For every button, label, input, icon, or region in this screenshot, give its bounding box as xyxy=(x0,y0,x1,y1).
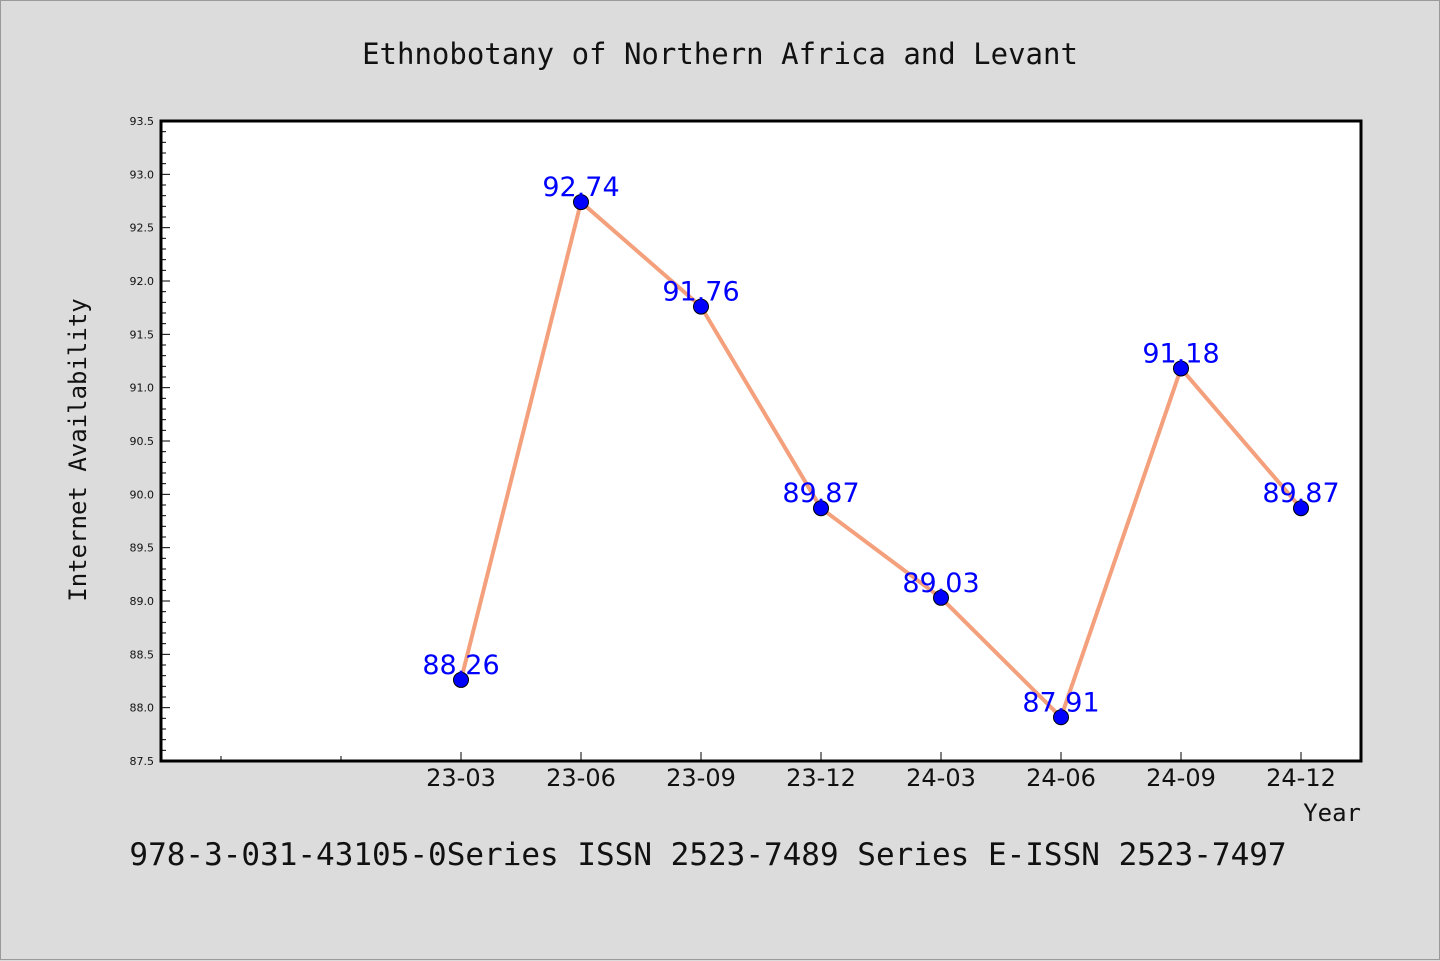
data-label: 91.18 xyxy=(1142,338,1219,369)
data-label: 87.91 xyxy=(1022,687,1099,718)
data-label: 89.87 xyxy=(1262,478,1339,509)
plot-area xyxy=(159,119,1363,763)
y-tick-label: 90.0 xyxy=(130,488,155,501)
data-label: 91.76 xyxy=(662,277,739,308)
x-tick-label: 24-03 xyxy=(906,764,976,792)
y-tick-label: 90.5 xyxy=(130,435,155,448)
data-point xyxy=(453,671,469,688)
chart-title: Ethnobotany of Northern Africa and Levan… xyxy=(362,37,1078,71)
x-tick-label: 24-09 xyxy=(1146,764,1216,792)
x-tick-label: 23-03 xyxy=(426,764,496,792)
y-tick-label: 93.0 xyxy=(130,168,155,181)
y-tick-label: 93.5 xyxy=(130,115,155,128)
y-tick-label: 88.5 xyxy=(130,648,155,661)
data-point xyxy=(933,589,949,606)
footer-text: 978-3-031-43105-0Series ISSN 2523-7489 S… xyxy=(129,837,1286,873)
y-axis-label: Internet Availability xyxy=(64,298,92,601)
data-point xyxy=(1053,709,1069,726)
y-tick-label: 92.0 xyxy=(130,275,155,288)
data-point xyxy=(1293,500,1309,517)
y-axis: 87.5 88.0 88.5 89.0 89.5 90.0 90.5 91.0 91.5 92.0… xyxy=(130,115,170,768)
data-point xyxy=(693,298,709,315)
data-label: 89.03 xyxy=(902,568,979,599)
x-tick-label: 23-09 xyxy=(666,764,736,792)
y-tick-label: 92.5 xyxy=(130,222,155,235)
x-tick-label: 24-06 xyxy=(1026,764,1096,792)
data-point xyxy=(813,500,829,517)
x-tick-label: 23-06 xyxy=(546,764,616,792)
y-tick-label: 89.5 xyxy=(130,542,155,555)
data-label: 92.74 xyxy=(542,172,619,203)
y-tick-label: 91.0 xyxy=(130,382,155,395)
data-point xyxy=(573,194,589,211)
y-tick-label: 87.5 xyxy=(130,755,155,768)
series-line-group: 88.26 92.74 91.76 89.87 89.03 87.91 91.18 89.87 xyxy=(422,172,1340,726)
y-tick-label: 89.0 xyxy=(130,595,155,608)
y-tick-label: 88.0 xyxy=(130,702,155,715)
x-tick-label: 24-12 xyxy=(1266,764,1336,792)
x-tick-label: 23-12 xyxy=(786,764,856,792)
y-tick-label: 91.5 xyxy=(130,328,155,341)
data-label: 88.26 xyxy=(422,650,499,681)
x-axis: 23-03 23-06 23-09 23-12 24-03 24-06 24-09 24-12 xyxy=(220,752,1336,792)
data-point xyxy=(1173,360,1189,377)
x-axis-label: Year xyxy=(1303,799,1361,827)
data-label: 89.87 xyxy=(782,478,859,509)
series-line xyxy=(459,200,1303,720)
